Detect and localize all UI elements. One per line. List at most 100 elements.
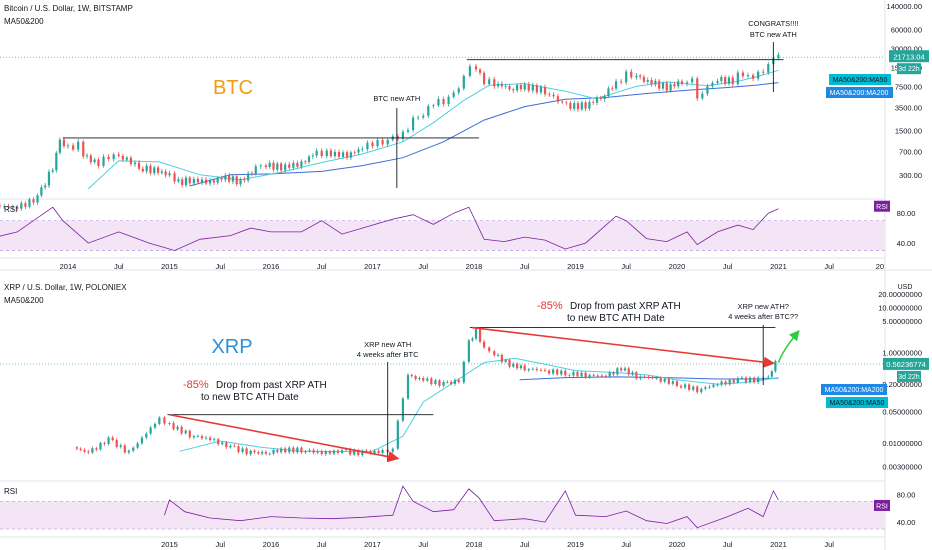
candle-body — [418, 378, 421, 379]
candle-body — [296, 162, 299, 167]
candle-body — [300, 161, 303, 167]
candle-body — [655, 377, 658, 379]
candle-body — [650, 79, 653, 85]
annotation-4-weeks-q: 4 weeks after BTC?? — [728, 312, 798, 321]
candle-body — [328, 451, 331, 454]
candle-body — [212, 180, 215, 183]
candle-body — [396, 420, 399, 449]
countdown-tag — [897, 63, 921, 75]
candle-body — [767, 64, 770, 73]
candle-body — [261, 452, 264, 454]
price-tick-label: 10.00000000 — [878, 304, 922, 313]
candle-body — [320, 451, 323, 455]
candle-body — [164, 171, 167, 176]
candle-body — [272, 162, 275, 170]
candle-body — [635, 372, 638, 379]
candle-body — [483, 72, 486, 85]
candle-body — [24, 203, 27, 207]
candle-body — [153, 167, 156, 174]
candle-body — [401, 131, 405, 139]
candle-body — [462, 75, 465, 89]
candle-body — [47, 171, 51, 186]
candle-body — [422, 378, 425, 381]
candle-body — [123, 445, 126, 453]
candle-body — [639, 75, 642, 77]
candle-body — [572, 372, 575, 376]
projection-arrow — [777, 329, 800, 363]
candle-body — [727, 77, 731, 84]
candle-body — [565, 102, 568, 104]
candle-body — [700, 388, 703, 393]
candle-body — [452, 92, 455, 97]
candle-body — [438, 380, 441, 386]
candle-body — [673, 84, 676, 87]
candle-body — [496, 354, 500, 356]
time-tick-label: Jul — [317, 540, 327, 549]
candle-body — [7, 206, 10, 208]
candle-body — [752, 377, 756, 383]
ma200-tag-text: MA50&200:MA200 — [830, 90, 889, 97]
candle-body — [233, 445, 236, 447]
candle-body — [28, 199, 31, 207]
candle-body — [235, 176, 238, 185]
price-tick-label: 0.01000000 — [882, 439, 922, 448]
candle-body — [442, 381, 445, 386]
candle-body — [253, 450, 256, 453]
candle-body — [168, 423, 171, 424]
candle-body — [500, 83, 503, 87]
candle-body — [561, 101, 564, 103]
candle-body — [163, 417, 166, 424]
time-tick-label: Jul — [621, 262, 631, 271]
price-tick-label: 0.20000000 — [882, 380, 922, 389]
candle-body — [427, 106, 430, 116]
candle-body — [371, 142, 374, 147]
candle-body — [75, 447, 78, 449]
candle-body — [250, 173, 254, 175]
candle-body — [539, 369, 543, 371]
candle-body — [732, 379, 735, 383]
candle-body — [504, 86, 507, 87]
rsi-line — [0, 206, 779, 251]
time-tick-label: 2016 — [263, 262, 280, 271]
candle-body — [588, 374, 591, 378]
rsi-tick-label: 80.00 — [897, 209, 916, 218]
candle-body — [316, 451, 319, 453]
time-tick-label: Jul — [215, 540, 225, 549]
candle-body — [667, 378, 670, 384]
candle-body — [496, 83, 500, 87]
candle-body — [584, 372, 587, 378]
candle-body — [488, 79, 491, 85]
rsi-tick-label: 40.00 — [897, 239, 916, 248]
candle-body — [102, 156, 105, 166]
candle-body — [320, 150, 323, 157]
candle-body — [245, 448, 248, 455]
candle-body — [145, 433, 148, 438]
candle-body — [188, 177, 191, 184]
candle-body — [296, 447, 299, 453]
candle-body — [488, 347, 491, 352]
candle-body — [177, 179, 180, 182]
candle-body — [642, 76, 646, 82]
candle-body — [224, 175, 227, 180]
time-tick-label: 2014 — [60, 262, 77, 271]
candle-body — [746, 75, 750, 77]
candle-body — [156, 167, 160, 173]
rsi-value-tag — [874, 200, 890, 212]
ma200-tag — [821, 384, 887, 395]
candle-body — [669, 84, 672, 91]
candle-body — [580, 372, 583, 377]
candle-body — [173, 173, 176, 182]
candle-body — [519, 85, 523, 90]
candle-body — [474, 328, 478, 339]
candle-body — [381, 140, 384, 145]
candle-body — [349, 449, 352, 455]
candle-body — [361, 450, 364, 456]
candle-body — [493, 79, 496, 87]
candle-body — [527, 84, 530, 91]
candle-body — [357, 149, 360, 153]
price-tick-label: 1500.00 — [895, 127, 922, 136]
candle-body — [620, 81, 623, 83]
candle-body — [133, 162, 137, 165]
price-tick-label: 700.00 — [899, 148, 922, 157]
